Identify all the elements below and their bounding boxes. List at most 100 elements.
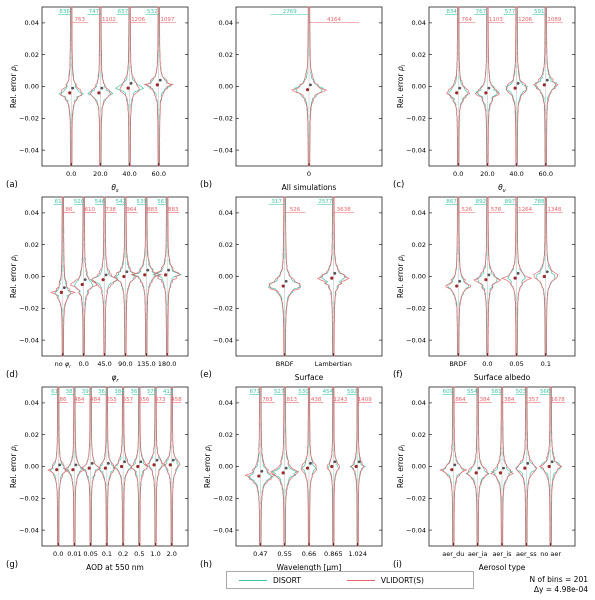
median-marker (58, 463, 62, 467)
count-disort: 503 (516, 389, 527, 395)
median-marker (80, 282, 84, 287)
median-marker (305, 466, 310, 470)
count-disort: 532 (147, 9, 158, 15)
y-tick-label: 0.00 (412, 463, 426, 471)
count-vlidort: 764 (461, 17, 472, 23)
x-axis-label: θs (111, 183, 119, 194)
median-marker (498, 471, 503, 475)
median-marker (129, 81, 133, 85)
count-disort: 384 (114, 389, 125, 395)
x-tick-label: 0.05 (83, 550, 97, 558)
x-tick-label: 45.0 (97, 360, 111, 368)
x-tick-label: 20.0 (93, 170, 107, 178)
median-marker (62, 286, 66, 290)
median-marker (59, 290, 63, 294)
y-tick-label: −0.04 (19, 336, 39, 344)
violin-vlidort (114, 196, 137, 357)
panel-c: 0.04 0.02 0.00 −0.02 −0.04 Rel. error ρl 834 76… (393, 6, 576, 194)
median-marker (516, 81, 520, 85)
median-marker (155, 83, 159, 87)
count-vlidort: 1243 (333, 397, 347, 403)
y-axis-label: Rel. error ρl (203, 444, 214, 488)
panel-f: 0.04 0.02 0.00 −0.02 −0.04 Rel. error ρl 867 52… (393, 196, 576, 382)
median-marker (502, 466, 505, 470)
violin-vlidort (500, 196, 533, 357)
count-disort: 577 (505, 9, 516, 15)
plot-frame (428, 6, 576, 167)
median-marker (458, 279, 462, 283)
count-vlidort: 1206 (131, 17, 145, 23)
x-axis-label: AOD at 550 nm (86, 563, 144, 572)
x-tick-label: aer_ia (468, 550, 488, 558)
violin-vlidort (91, 196, 118, 357)
x-tick-label: 0.05 (509, 360, 523, 368)
count-vlidort: 813 (287, 397, 298, 403)
count-vlidort: 4164 (327, 17, 341, 23)
x-tick-label: no φr (55, 360, 72, 370)
legend-item-vlidort: VLIDORT(S) (346, 576, 424, 585)
count-disort: 542 (115, 199, 126, 205)
violin-vlidort (143, 6, 175, 167)
violin-vlidort (244, 386, 277, 547)
count-vlidort: 1103 (489, 17, 503, 23)
x-tick-label: 0.5 (134, 550, 144, 558)
x-tick-label: 0.2 (118, 550, 128, 558)
y-tick-label: 0.02 (25, 241, 39, 249)
y-tick-label: 0.00 (219, 463, 233, 471)
count-vlidort: 556 (139, 397, 150, 403)
x-tick-label: 20.0 (480, 170, 494, 178)
y-tick-label: −0.02 (213, 305, 233, 313)
violin-vlidort (163, 386, 181, 547)
violin-vlidort (515, 386, 538, 547)
y-axis-label: Rel. error ρl (9, 444, 20, 488)
x-tick-label: 0.0 (53, 550, 63, 558)
y-tick-label: −0.04 (19, 526, 39, 534)
y-tick-label: 0.00 (412, 83, 426, 91)
median-marker (125, 270, 129, 274)
violin-vlidort (473, 196, 502, 357)
violin-vlidort (490, 386, 514, 547)
count-vlidort: 964 (126, 207, 137, 213)
violin-vlidort (130, 386, 149, 547)
median-marker (71, 468, 75, 472)
y-tick-label: −0.02 (406, 115, 426, 123)
violin-vlidort (538, 386, 563, 547)
y-tick-label: −0.02 (213, 115, 233, 123)
violin-vlidort (81, 386, 100, 547)
violin-vlidort (474, 6, 500, 167)
median-marker (143, 273, 147, 277)
panel-h: 0.04 0.02 0.00 −0.02 −0.04 Rel. error ρl 67178… (200, 386, 383, 572)
count-disort: 657 (118, 9, 129, 15)
violin-vlidort (119, 6, 140, 167)
x-axis-label: Surface albedo (474, 373, 531, 382)
median-marker (100, 86, 104, 90)
violin-vlidort (505, 6, 528, 167)
count-vlidort: 438 (311, 397, 322, 403)
median-marker (484, 91, 488, 95)
count-vlidort: 864 (455, 397, 466, 403)
count-disort: 2769 (283, 9, 297, 15)
x-tick-label: 0.55 (277, 550, 291, 558)
violin-0.865: 454 1243 (322, 386, 348, 547)
x-tick-label: 0 (307, 170, 311, 178)
count-disort: 527 (274, 389, 285, 395)
y-tick-label: −0.02 (19, 305, 39, 313)
count-disort: 892 (476, 199, 487, 205)
y-axis-label: Rel. error ρl (396, 254, 407, 298)
x-tick-label: 0.0 (453, 170, 463, 178)
bins-count: N of bins = 201 (529, 575, 588, 584)
median-marker (281, 284, 285, 288)
median-marker (103, 466, 107, 470)
legend: DISORT VLIDORT(S) (226, 571, 474, 589)
x-tick-label: 0.0 (79, 360, 89, 368)
violin-vlidort (98, 386, 115, 547)
panel-letter: (d) (6, 370, 18, 380)
median-marker (281, 471, 285, 475)
count-vlidort: 526 (461, 207, 472, 213)
x-tick-label: 60.0 (539, 170, 553, 178)
